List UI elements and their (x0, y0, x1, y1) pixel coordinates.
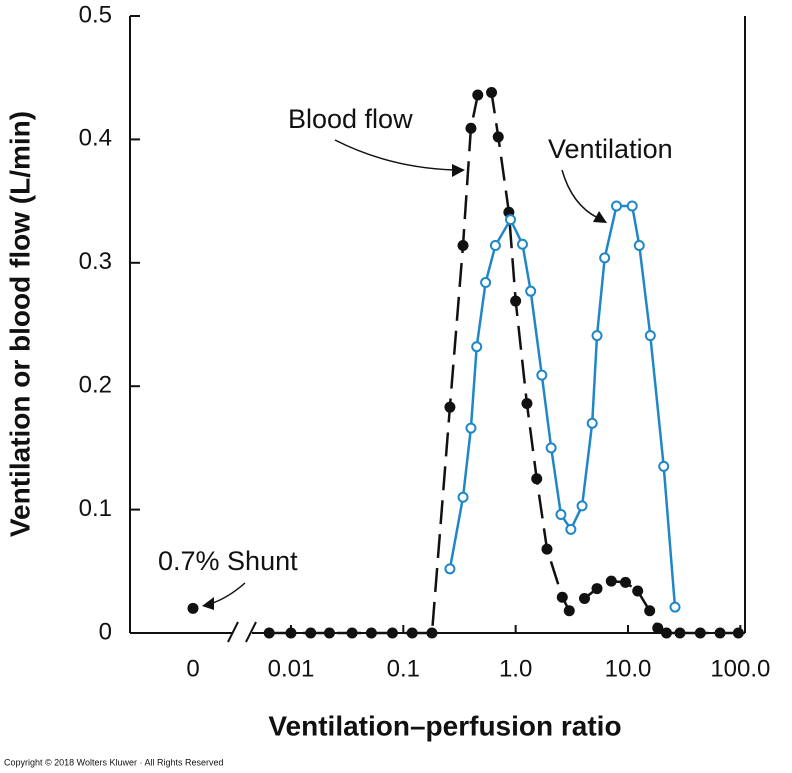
data-point (510, 295, 522, 307)
annotation: Ventilation (548, 134, 673, 164)
data-point (444, 401, 456, 413)
shunt-point (187, 602, 199, 614)
data-point (305, 627, 317, 639)
data-point (563, 605, 575, 617)
annotation: 0.7% Shunt (158, 546, 298, 576)
data-point (480, 277, 492, 289)
data-point (426, 627, 438, 639)
data-point (626, 200, 638, 212)
x-tick-label: 1.0 (499, 655, 532, 682)
y-tick-label: 0 (99, 618, 112, 645)
data-point (714, 627, 726, 639)
data-point (599, 252, 611, 264)
data-point (465, 422, 477, 434)
series-line (448, 204, 677, 608)
data-point (694, 627, 706, 639)
data-point (545, 442, 557, 454)
y-tick-label: 0.4 (79, 125, 112, 152)
data-point (619, 576, 631, 588)
data-point (457, 240, 469, 252)
data-point (346, 627, 358, 639)
data-point (611, 200, 623, 212)
data-point (471, 341, 483, 353)
data-point (652, 622, 664, 634)
data-point (531, 473, 543, 485)
data-point (465, 122, 477, 134)
data-point (660, 627, 672, 639)
arrowhead (452, 164, 465, 177)
annotation-arrow (209, 582, 246, 605)
data-point (644, 605, 656, 617)
data-point (555, 509, 567, 521)
annotation: Blood flow (288, 104, 413, 134)
x-tick-label: 10.0 (605, 655, 652, 682)
axis-break (227, 621, 239, 643)
x-tick-label: 0.1 (387, 655, 420, 682)
data-point (576, 500, 588, 512)
series-line (269, 91, 739, 635)
data-point (658, 460, 670, 472)
data-point (591, 583, 603, 595)
copyright: Copyright © 2018 Wolters Kluwer · All Ri… (4, 757, 224, 767)
data-point (406, 627, 418, 639)
x-tick-label: 100.0 (710, 655, 770, 682)
data-point (525, 285, 537, 297)
data-point (285, 627, 297, 639)
data-point (505, 214, 517, 226)
data-point (263, 627, 275, 639)
data-point (541, 543, 553, 555)
data-point (632, 585, 644, 597)
data-point (472, 89, 484, 101)
arrowhead (593, 211, 607, 223)
data-point (556, 591, 568, 603)
y-tick-label: 0.2 (79, 372, 112, 399)
data-point (444, 563, 456, 575)
y-axis-title: Ventilation or blood flow (L/min) (4, 111, 35, 537)
arrowhead (202, 597, 214, 610)
data-point (492, 131, 504, 143)
data-point (605, 575, 617, 587)
data-point (521, 397, 533, 409)
data-point (516, 238, 528, 250)
data-point (457, 491, 469, 503)
data-point (669, 601, 681, 613)
annotation-arrow (561, 169, 599, 219)
data-point (591, 330, 603, 342)
annotation-arrow (334, 139, 456, 171)
x-tick-label: 0 (186, 655, 199, 682)
data-point (565, 523, 577, 535)
x-tick-label: 0.01 (268, 655, 315, 682)
y-tick-label: 0.3 (79, 248, 112, 275)
data-point (578, 592, 590, 604)
data-point (674, 627, 686, 639)
data-point (536, 369, 548, 381)
x-axis-title: Ventilation–perfusion ratio (268, 710, 621, 741)
data-point (365, 627, 377, 639)
data-point (732, 627, 744, 639)
data-point (644, 330, 656, 342)
y-tick-label: 0.5 (79, 1, 112, 28)
y-tick-label: 0.1 (79, 495, 112, 522)
data-point (586, 417, 598, 429)
data-point (486, 87, 498, 99)
data-point (633, 240, 645, 252)
data-point (489, 240, 501, 252)
data-point (323, 627, 335, 639)
axis-break (245, 621, 257, 643)
data-point (386, 627, 398, 639)
